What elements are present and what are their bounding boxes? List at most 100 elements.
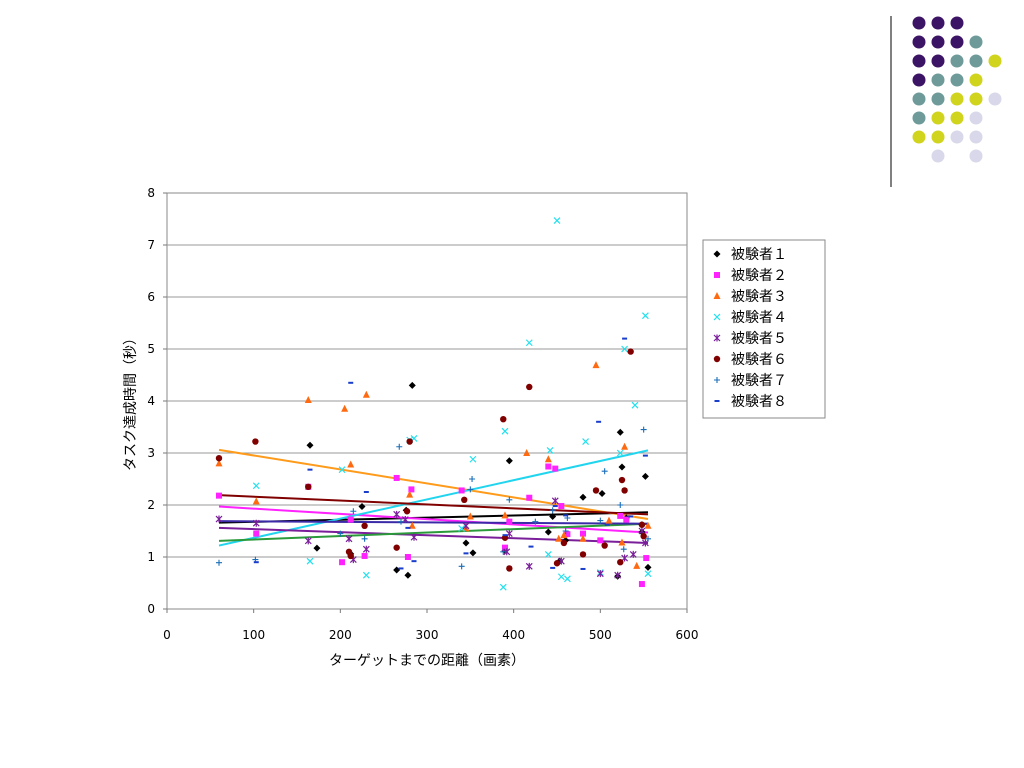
- data-point: [617, 512, 624, 519]
- trendline-series-5: [218, 526, 649, 544]
- legend-item: 被験者８: [714, 394, 787, 410]
- axis-ticks: 0 1 2 3 4 5 6 7 8 0 100 200 300 400 500 600: [147, 186, 698, 642]
- trendline-series-6: [218, 494, 649, 516]
- data-point: [393, 544, 400, 551]
- data-point: [631, 401, 639, 409]
- data-point: [469, 549, 477, 557]
- legend-marker: [713, 292, 721, 299]
- data-point: [216, 492, 222, 499]
- decorative-dot: [950, 54, 964, 68]
- data-point: [640, 426, 647, 433]
- data-point: [525, 562, 533, 570]
- data-point: [467, 486, 474, 493]
- x-tick-label: 500: [589, 628, 612, 642]
- data-point: [643, 555, 650, 562]
- data-point: [396, 443, 403, 450]
- data-point: [393, 566, 401, 574]
- data-point: [358, 503, 366, 511]
- data-point: [528, 545, 534, 548]
- legend-item: 被験者２: [714, 268, 787, 284]
- data-point: [500, 416, 507, 423]
- data-point: [501, 427, 509, 435]
- legend: 被験者１ 被験者２ 被験者３ 被験者４ 被験者５ 被験者６ 被験者７ 被験者８: [702, 239, 826, 419]
- decorative-dot: [950, 92, 964, 106]
- data-point: [307, 468, 313, 471]
- decorative-dot: [931, 73, 945, 87]
- legend-marker: [713, 313, 721, 321]
- data-point: [638, 527, 646, 535]
- legend-item: 被験者４: [713, 310, 787, 326]
- decorative-dot: [950, 16, 964, 30]
- data-point: [641, 539, 649, 547]
- data-point: [252, 482, 260, 490]
- data-point: [641, 472, 649, 480]
- data-point: [393, 510, 401, 518]
- data-point: [306, 557, 314, 565]
- data-point: [617, 502, 624, 508]
- decorative-dot: [969, 35, 983, 49]
- decorative-dot: [912, 111, 926, 125]
- data-point: [563, 575, 571, 583]
- legend-label: 被験者７: [731, 373, 787, 389]
- y-tick-label: 6: [147, 290, 155, 304]
- data-point: [579, 551, 587, 558]
- data-point: [253, 530, 260, 537]
- decorative-dot: [912, 92, 926, 106]
- decorative-dot: [912, 35, 926, 49]
- decorative-dot: [969, 111, 983, 125]
- data-point: [621, 442, 629, 450]
- data-point: [411, 560, 417, 563]
- data-point: [580, 567, 586, 570]
- decorative-dot: [912, 73, 926, 87]
- data-point: [617, 559, 624, 566]
- data-point: [406, 490, 414, 498]
- data-point: [506, 565, 513, 572]
- data-point: [458, 524, 466, 532]
- data-point: [622, 337, 628, 340]
- legend-label: 被験者１: [731, 247, 787, 263]
- data-point: [558, 503, 565, 510]
- data-point: [642, 454, 648, 457]
- legend-label: 被験者８: [731, 394, 787, 410]
- data-point: [532, 518, 539, 525]
- data-point: [560, 539, 568, 547]
- decorative-dot: [950, 130, 964, 144]
- data-point: [215, 515, 223, 523]
- y-tick-label: 7: [147, 238, 155, 252]
- legend-item: 被験者７: [714, 373, 787, 389]
- data-point: [502, 544, 508, 551]
- data-point: [618, 538, 626, 546]
- data-point: [466, 512, 474, 520]
- data-point: [505, 457, 513, 465]
- data-point: [462, 522, 470, 530]
- series-4-markers: [252, 217, 652, 591]
- series-3-markers: [215, 361, 652, 569]
- data-point: [618, 463, 626, 471]
- data-point: [404, 571, 412, 579]
- data-point: [525, 339, 533, 347]
- x-tick-label: 600: [676, 628, 699, 642]
- data-point: [462, 539, 470, 547]
- trendline-series-8: [218, 520, 649, 525]
- data-point: [526, 494, 533, 501]
- decorative-dot: [912, 130, 926, 144]
- data-point: [623, 516, 630, 523]
- data-point: [579, 534, 587, 542]
- data-point: [596, 420, 602, 423]
- data-point: [598, 490, 606, 498]
- data-point: [563, 514, 569, 517]
- data-point: [555, 534, 563, 542]
- legend-marker: [714, 400, 720, 402]
- trendline-series-2: [218, 505, 649, 534]
- data-point: [345, 535, 353, 543]
- data-point: [629, 550, 637, 558]
- data-point: [523, 449, 531, 456]
- data-point: [592, 361, 600, 369]
- data-point: [408, 521, 416, 529]
- data-point: [469, 455, 477, 463]
- data-point: [403, 508, 411, 515]
- decorative-dot: [931, 111, 945, 125]
- data-point: [644, 563, 652, 571]
- data-point: [362, 545, 370, 553]
- trendline-series-7: [218, 522, 649, 542]
